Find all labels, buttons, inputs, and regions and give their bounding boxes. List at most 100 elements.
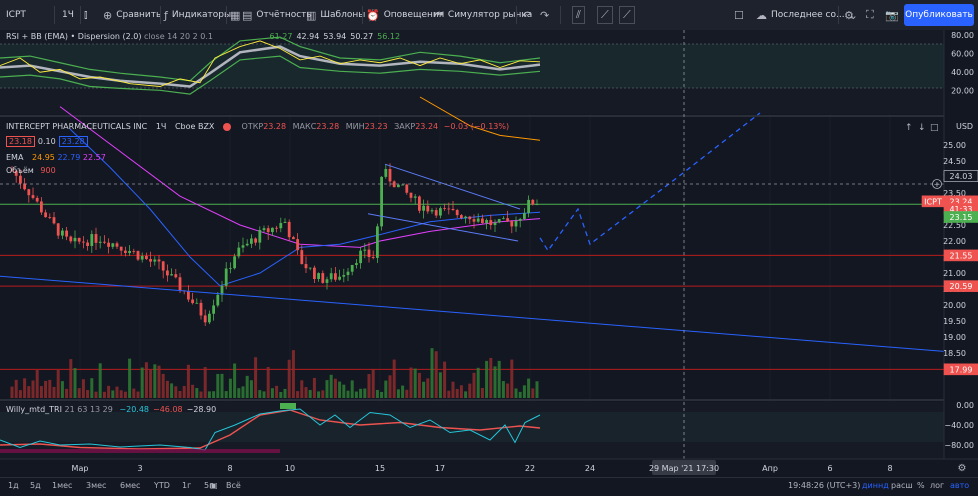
reports-button[interactable]: ▤ Отчётность xyxy=(242,0,312,30)
layout-menu-button[interactable]: ☁ Последнее со... ⌄ xyxy=(756,0,858,30)
grid-icon: ▦ xyxy=(230,8,241,22)
candle-body xyxy=(451,208,455,211)
currency-label[interactable]: USD xyxy=(956,122,974,131)
rsi-params: close 14 20 2 0.1 xyxy=(144,32,213,41)
chart-area[interactable]: 80.0060.0040.0020.0025.0024.5024.0023.50… xyxy=(0,30,978,477)
candle-body xyxy=(418,196,421,211)
volume-bar xyxy=(132,388,136,398)
ask-box[interactable]: 23.28 xyxy=(58,136,88,147)
expand-button[interactable]: ⛶ xyxy=(866,0,874,30)
candle-body xyxy=(250,238,253,244)
range-button[interactable]: YTD xyxy=(154,481,170,490)
time-axis-label: 6 xyxy=(827,464,832,473)
volume-bar xyxy=(56,369,60,398)
high-value: 23.28 xyxy=(316,122,340,131)
axis-settings-icon[interactable]: ⚙ xyxy=(958,463,967,474)
low-label: МИН xyxy=(345,122,365,131)
clock-time[interactable]: 19:48:26 (UTC+3) xyxy=(788,481,861,490)
candle-body xyxy=(392,181,396,188)
volume-bar xyxy=(207,391,211,398)
layout-grid-button[interactable]: ▦ xyxy=(230,0,240,30)
volume-bar xyxy=(447,390,451,398)
symbol-name[interactable]: INTERCEPT PHARMACEUTICALS INC xyxy=(6,122,148,131)
candle-body xyxy=(40,201,43,213)
candle-body xyxy=(409,192,413,198)
range-button[interactable]: 1г xyxy=(182,481,192,490)
high-label: МАКС xyxy=(292,122,317,131)
calendar-icon[interactable]: ▣ xyxy=(210,481,218,490)
volume-bar xyxy=(434,351,438,398)
candle-body xyxy=(481,218,484,223)
range-button[interactable]: 1д xyxy=(8,481,19,490)
volume-bar xyxy=(384,380,388,398)
add-alert-icon[interactable] xyxy=(932,179,942,189)
fullscreen-toggle[interactable]: ☐ xyxy=(734,0,744,30)
candle-body xyxy=(208,313,211,323)
willy-title[interactable]: Willy_mtd_TRI xyxy=(6,405,62,414)
bid-ask-row: 23.18 0.10 23.28 xyxy=(6,136,88,147)
volume-label[interactable]: Объём xyxy=(6,166,34,175)
snapshot-button[interactable]: 📷 xyxy=(885,0,899,30)
bid-box[interactable]: 23.18 xyxy=(6,136,35,147)
range-button[interactable]: 3мес xyxy=(86,481,107,490)
volume-bar xyxy=(346,390,350,398)
drawing-tool-3-button[interactable]: ⟋ xyxy=(619,0,635,30)
template-icon: ▥ xyxy=(306,8,317,22)
maximize-pane-icon[interactable]: □ xyxy=(930,123,939,133)
range-button[interactable]: 1мес xyxy=(52,481,73,490)
replay-button[interactable]: ⏮ Симулятор рынка xyxy=(434,0,532,30)
candle-body xyxy=(98,241,102,243)
price-badge xyxy=(943,280,978,292)
volume-bar xyxy=(182,385,186,398)
drawing-tool-2-button[interactable]: ⟋ xyxy=(597,0,613,30)
publish-button[interactable]: Опубликовать xyxy=(904,4,974,26)
volume-bar xyxy=(514,388,518,398)
templates-button[interactable]: ▥ Шаблоны xyxy=(306,0,365,30)
drawing-tool-1-button[interactable]: ⫽ xyxy=(572,0,585,30)
time-axis[interactable] xyxy=(0,458,978,477)
volume-bar xyxy=(480,388,484,398)
redo-button[interactable]: ↷ xyxy=(540,0,549,30)
volume-bar xyxy=(115,386,119,398)
alerts-button[interactable]: ⏰ Оповещения xyxy=(366,0,444,30)
divider xyxy=(80,6,81,24)
move-down-icon[interactable]: ↓ xyxy=(918,123,926,133)
time-axis-label: 3 xyxy=(137,464,142,473)
divider xyxy=(560,6,561,24)
divider xyxy=(226,6,227,24)
rsi-title[interactable]: RSI + BB (EMA) • Dispersion (2.0) xyxy=(6,32,142,41)
range-button[interactable]: 6мес xyxy=(120,481,141,490)
range-button[interactable]: 5д xyxy=(30,481,41,490)
session-button[interactable]: диннд xyxy=(862,481,889,490)
candle-body xyxy=(460,215,463,219)
adjust-button[interactable]: расш xyxy=(891,481,913,490)
ema-label[interactable]: EMA xyxy=(6,153,24,162)
candle-body xyxy=(35,197,39,202)
chart-type-button[interactable]: ⫾ xyxy=(84,0,88,30)
candle-body xyxy=(464,216,467,219)
report-icon: ▤ xyxy=(242,8,253,22)
range-button[interactable]: Всё xyxy=(226,481,241,490)
volume-bar xyxy=(199,391,203,398)
trend-line-long xyxy=(0,275,945,352)
symbol-search[interactable]: ICPT xyxy=(6,0,26,30)
rsi-bb-upper xyxy=(0,36,541,82)
indicators-button[interactable]: ƒ Индикаторы xyxy=(164,0,231,30)
price-axis[interactable] xyxy=(943,30,978,459)
volume-bar xyxy=(417,372,421,398)
move-up-icon[interactable]: ↑ xyxy=(905,123,913,133)
log-toggle[interactable]: лог xyxy=(930,481,945,490)
settings-button[interactable]: ⚙ xyxy=(844,0,854,30)
volume-bar xyxy=(249,380,253,398)
compare-button[interactable]: ⊕ Сравнить xyxy=(103,0,161,30)
candle-body xyxy=(69,236,73,242)
percent-toggle[interactable]: % xyxy=(917,481,925,490)
chart-canvas[interactable]: 80.0060.0040.0020.0025.0024.5024.0023.50… xyxy=(0,30,978,477)
rsi-line xyxy=(0,40,541,87)
candle-body xyxy=(493,222,497,226)
range-button[interactable]: 5г xyxy=(204,481,214,490)
auto-toggle[interactable]: авто xyxy=(950,481,970,490)
legend-value: 50.27 xyxy=(350,32,374,41)
interval-button[interactable]: 1Ч xyxy=(62,0,74,30)
undo-button[interactable]: ↶ xyxy=(522,0,531,30)
